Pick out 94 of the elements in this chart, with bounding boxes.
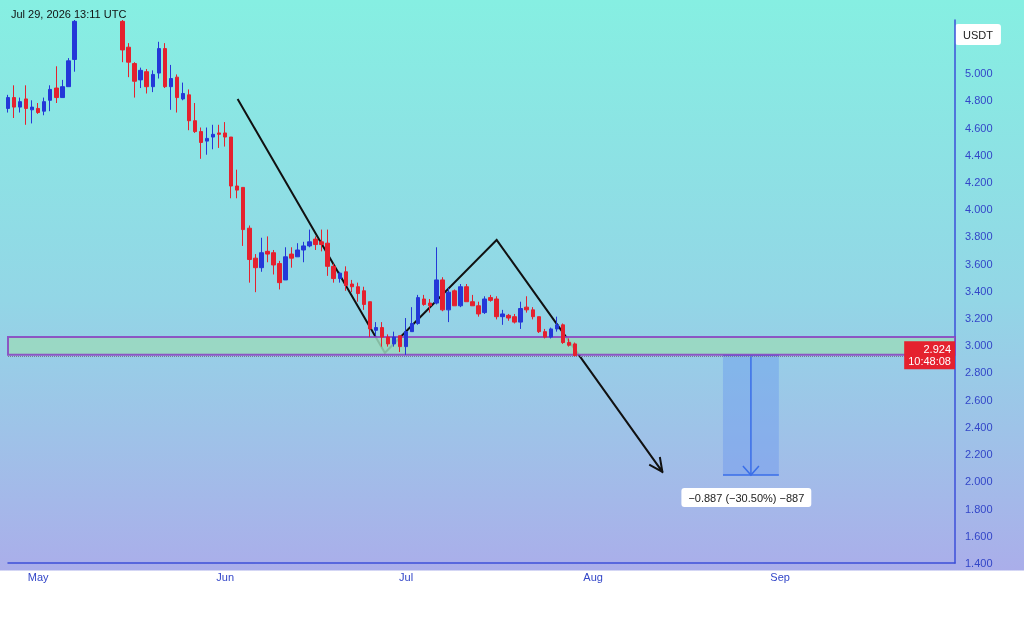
chart-title: Jul 29, 2026 13:11 UTC bbox=[11, 7, 127, 20]
candlestick bbox=[72, 19, 77, 73]
candlestick bbox=[223, 121, 227, 148]
y-tick-label: 2.800 bbox=[965, 366, 993, 379]
candlestick bbox=[205, 127, 209, 156]
y-tick-label: 5.000 bbox=[965, 67, 993, 80]
candlestick bbox=[18, 97, 22, 114]
candlestick bbox=[543, 328, 547, 339]
candlestick bbox=[549, 327, 553, 339]
candlestick bbox=[187, 88, 191, 131]
candlestick bbox=[422, 294, 426, 307]
x-tick-label: Jun bbox=[216, 570, 235, 583]
x-tick-label: May bbox=[27, 570, 50, 583]
candlestick bbox=[169, 64, 173, 111]
candlestick bbox=[144, 68, 149, 94]
y-tick-label: 4.800 bbox=[965, 94, 993, 107]
candlestick bbox=[428, 298, 432, 314]
candlestick bbox=[36, 102, 40, 115]
candlestick bbox=[42, 97, 46, 116]
candlestick bbox=[344, 265, 348, 292]
candlestick bbox=[259, 237, 264, 273]
candlestick bbox=[175, 73, 179, 114]
candlestick bbox=[289, 246, 294, 269]
candlestick bbox=[561, 322, 565, 345]
candlestick bbox=[573, 342, 577, 357]
y-tick-label: 4.200 bbox=[965, 175, 993, 188]
candlestick bbox=[199, 127, 203, 160]
candlestick bbox=[138, 67, 143, 89]
x-tick-label: Aug bbox=[583, 570, 603, 583]
candlestick bbox=[434, 246, 439, 305]
candlestick bbox=[362, 286, 366, 311]
candlestick bbox=[6, 94, 10, 114]
candlestick bbox=[374, 321, 378, 337]
y-tick-label: 3.400 bbox=[965, 284, 993, 297]
candlestick bbox=[48, 84, 52, 112]
candlestick bbox=[193, 102, 197, 134]
candlestick bbox=[452, 288, 457, 307]
candlestick bbox=[482, 295, 487, 315]
y-tick-label: 3.800 bbox=[965, 230, 993, 243]
x-tick-label: Jul bbox=[399, 570, 414, 583]
annotation: 10:48:08 bbox=[908, 355, 951, 368]
y-tick-label: 3.600 bbox=[965, 257, 993, 270]
candlestick bbox=[229, 136, 233, 199]
y-tick-label: 1.400 bbox=[965, 557, 993, 569]
candlestick bbox=[518, 301, 523, 330]
candlestick bbox=[555, 316, 559, 333]
candlestick bbox=[181, 82, 185, 101]
y-tick-label: 2.400 bbox=[965, 420, 993, 433]
candlestick bbox=[12, 84, 16, 119]
candlestick bbox=[235, 169, 239, 199]
candlestick bbox=[398, 335, 402, 353]
candlestick bbox=[157, 41, 161, 80]
y-tick-label: 1.800 bbox=[965, 502, 993, 515]
candlestick bbox=[30, 99, 34, 124]
y-axis-title: USDT bbox=[963, 28, 994, 41]
candlestick bbox=[132, 61, 137, 99]
x-tick-label: Sep bbox=[770, 570, 790, 583]
candlestick bbox=[531, 306, 535, 320]
candlestick bbox=[356, 282, 360, 303]
candlestick bbox=[537, 316, 541, 334]
candlestick bbox=[163, 42, 167, 89]
candlestick bbox=[368, 301, 372, 338]
y-tick-label: 3.200 bbox=[965, 312, 993, 325]
candlestick bbox=[392, 331, 396, 348]
annotation: −0.887 (−30.50%) −887 bbox=[688, 491, 805, 504]
candlestick bbox=[241, 186, 245, 247]
candlestick bbox=[283, 246, 288, 281]
candlestick bbox=[24, 84, 28, 126]
candlestick bbox=[386, 333, 390, 348]
candlestick bbox=[217, 124, 221, 149]
y-tick-label: 2.600 bbox=[965, 393, 993, 406]
candlestick bbox=[440, 276, 445, 312]
candlestick bbox=[338, 271, 342, 284]
y-tick-label: 4.400 bbox=[965, 148, 993, 161]
candlestick bbox=[54, 65, 59, 104]
ref-line-label: 2.924 bbox=[923, 343, 951, 356]
candlestick bbox=[416, 294, 420, 326]
candlestick bbox=[211, 124, 215, 150]
y-tick-label: 3.000 bbox=[965, 339, 993, 352]
candlestick bbox=[350, 279, 354, 293]
y-tick-label: 1.600 bbox=[965, 529, 993, 542]
y-tick-label: 2.200 bbox=[965, 448, 993, 461]
candlestick bbox=[524, 295, 529, 314]
candlestick bbox=[151, 69, 155, 93]
y-tick-label: 4.000 bbox=[965, 203, 993, 216]
candlestick bbox=[446, 287, 451, 323]
candlestick bbox=[458, 283, 463, 308]
candlestick bbox=[410, 306, 414, 333]
candlestick bbox=[500, 309, 505, 326]
y-tick-label: 4.600 bbox=[965, 121, 993, 134]
candlestick bbox=[404, 317, 408, 356]
candlestick bbox=[380, 321, 384, 348]
candlestick bbox=[567, 337, 571, 348]
y-tick-label: 2.000 bbox=[965, 475, 993, 488]
